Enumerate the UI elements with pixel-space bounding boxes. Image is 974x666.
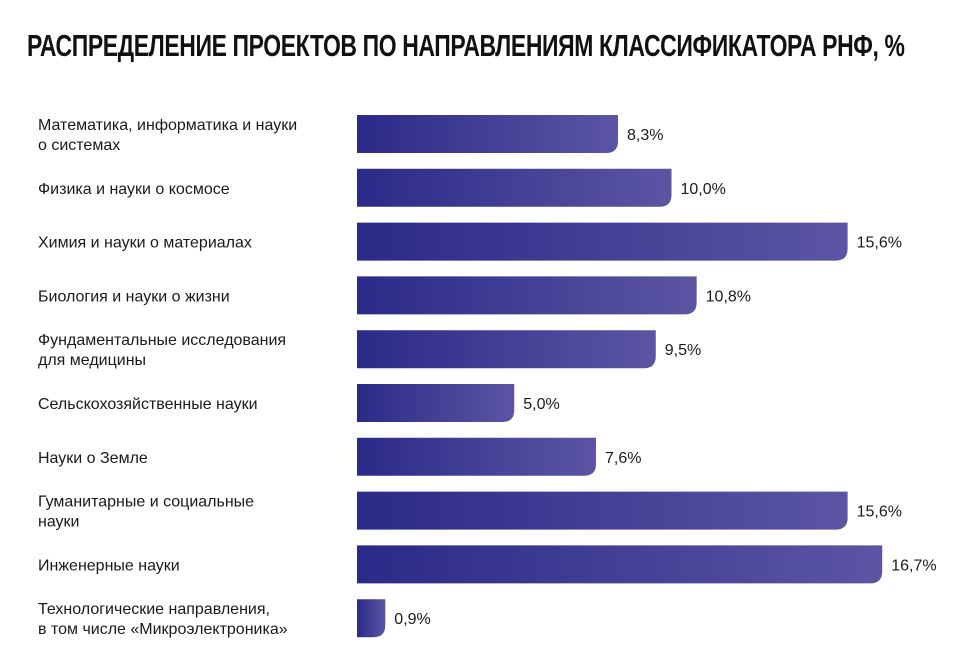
bar xyxy=(357,276,697,315)
data-label: 15,6% xyxy=(857,235,902,252)
category-label: Химия и науки о материалах xyxy=(38,235,252,252)
data-label: 16,7% xyxy=(891,557,936,574)
chart-title: РАСПРЕДЕЛЕНИЕ ПРОЕКТОВ ПО НАПРАВЛЕНИЯМ К… xyxy=(27,28,905,63)
bar xyxy=(357,222,848,261)
category-label: Биология и науки о жизни xyxy=(38,288,230,305)
category-label: Науки о Земле xyxy=(38,450,148,467)
category-label: Технологические направления, в том числе … xyxy=(38,601,288,638)
category-label: Сельскохозяйственные науки xyxy=(38,396,258,413)
data-label: 7,6% xyxy=(605,450,641,467)
bar xyxy=(357,168,672,207)
bar xyxy=(357,437,597,476)
category-label: Фундаментальные исследования для медицины xyxy=(38,332,286,369)
bar xyxy=(357,330,656,369)
bar xyxy=(357,491,848,530)
category-label: Математика, информатика и науки о система… xyxy=(38,117,297,154)
category-label: Гуманитарные и социальные науки xyxy=(38,494,254,531)
data-label: 10,0% xyxy=(681,181,726,198)
data-label: 8,3% xyxy=(627,127,663,144)
bar xyxy=(357,115,619,153)
category-label: Инженерные науки xyxy=(38,557,180,574)
bar xyxy=(357,599,386,638)
data-label: 10,8% xyxy=(706,288,751,305)
bar xyxy=(357,545,883,584)
data-label: 15,6% xyxy=(857,504,902,521)
data-label: 0,9% xyxy=(394,611,430,628)
data-label: 5,0% xyxy=(523,396,559,413)
data-label: 9,5% xyxy=(665,342,701,359)
category-label: Физика и науки о космосе xyxy=(38,181,230,198)
bar xyxy=(357,384,515,422)
